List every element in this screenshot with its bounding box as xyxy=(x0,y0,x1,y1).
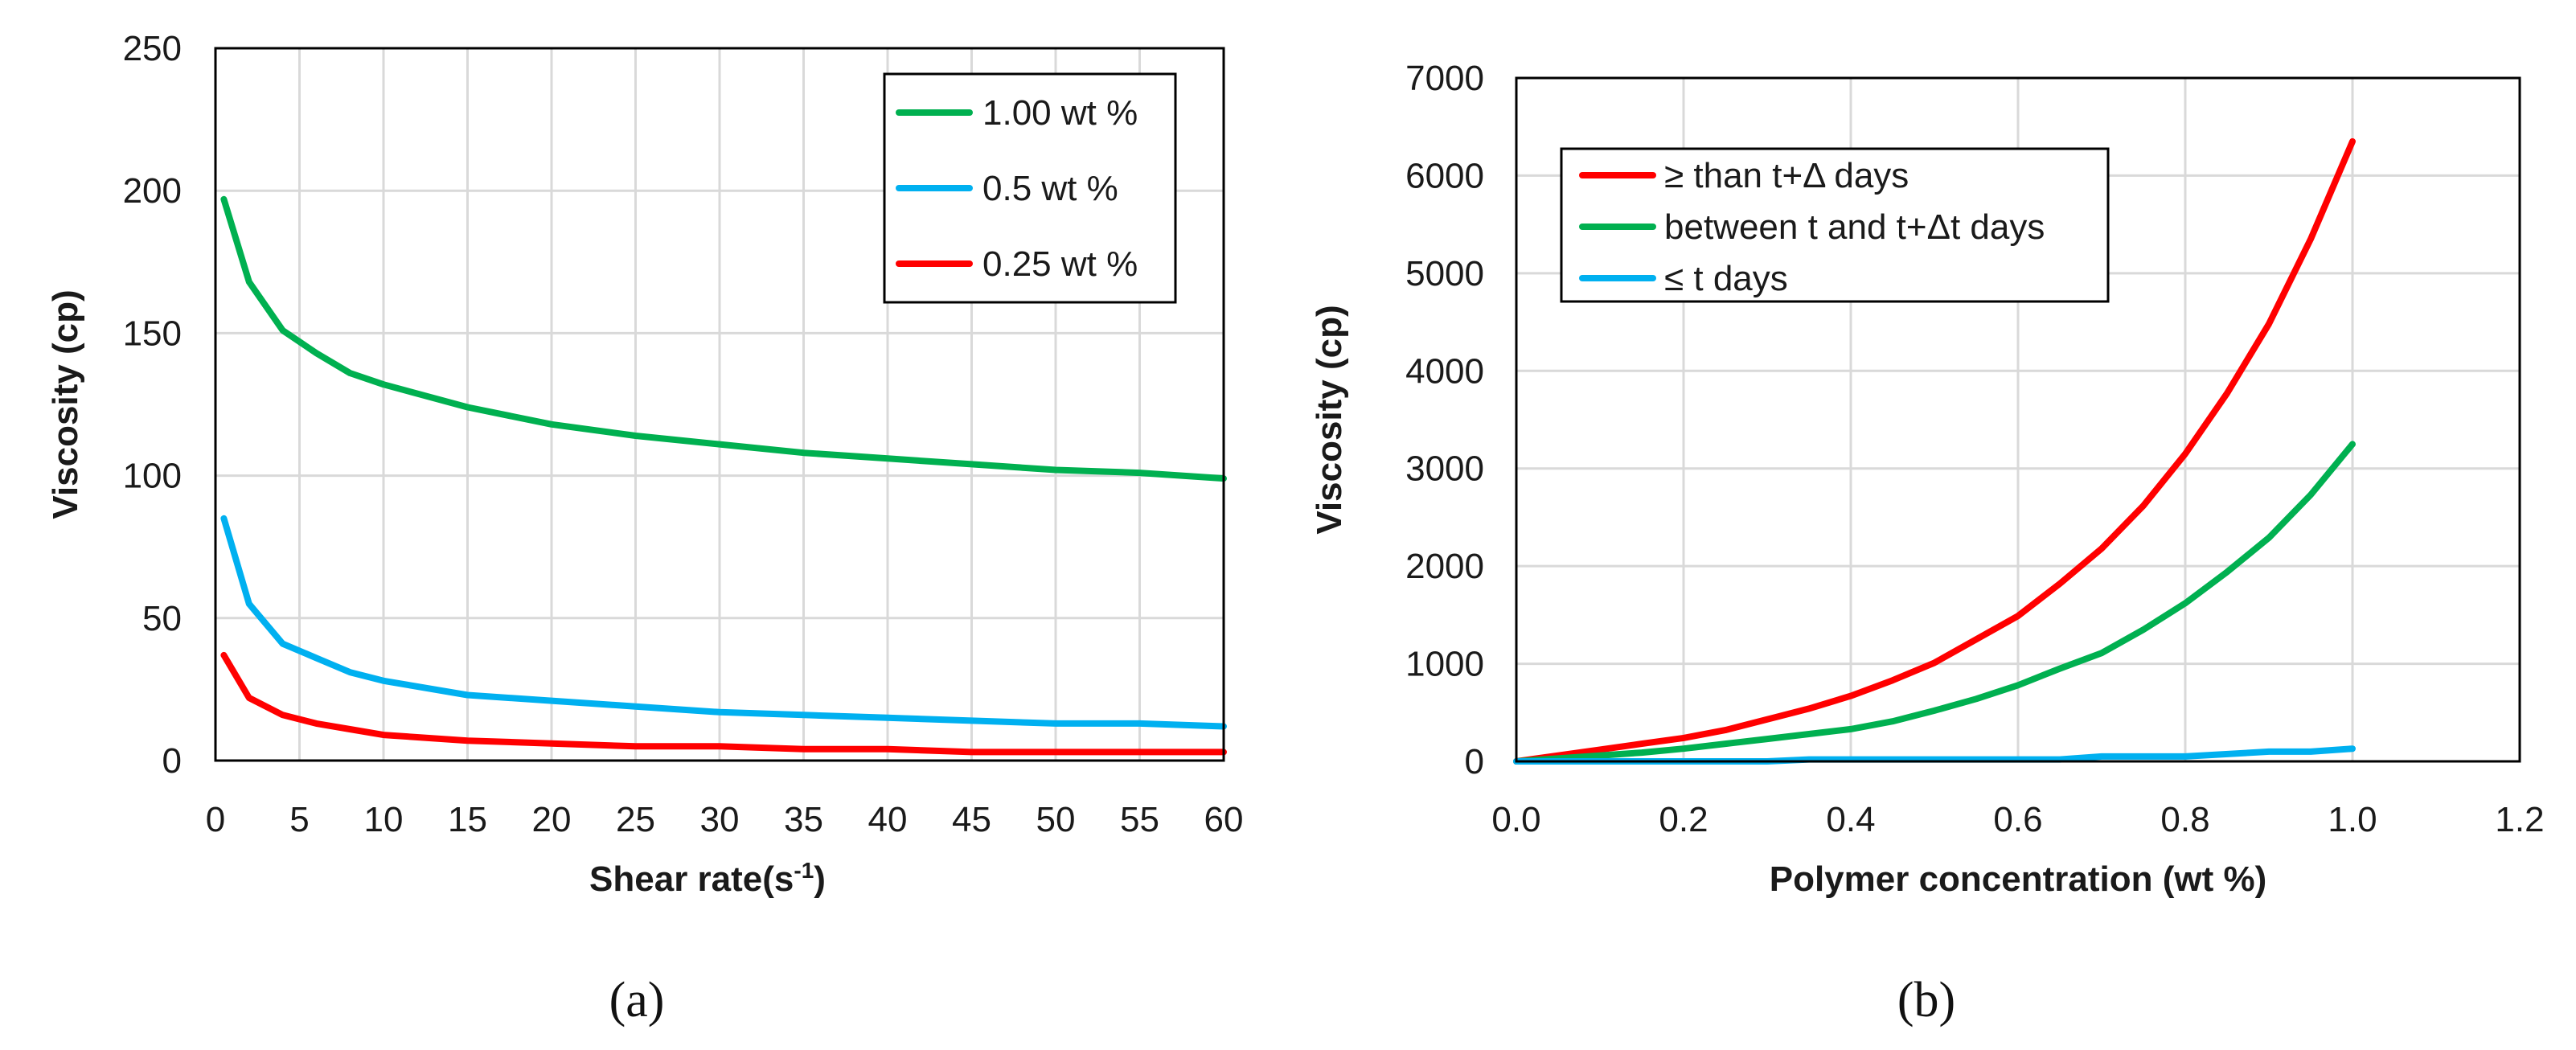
chart-b-y-tick-label: 5000 xyxy=(1405,254,1484,293)
chart-b-plot-frame xyxy=(1515,76,2521,763)
chart-a-series-line-1-00-wt xyxy=(220,195,1227,482)
chart-b-y-tick-label: 7000 xyxy=(1405,59,1484,98)
chart-b-series-line-than-t-days xyxy=(1513,137,2356,765)
chart-b-x-tick-label: 0.2 xyxy=(1659,800,1708,839)
chart-a-x-tick-label: 60 xyxy=(1204,800,1244,839)
chart-a-legend-label-0-5-wt: 0.5 wt % xyxy=(982,169,1118,208)
chart-b-y-tick-label: 6000 xyxy=(1405,156,1484,195)
chart-b-x-tick-label: 0.6 xyxy=(1993,800,2042,839)
chart-a-x-tick-label: 5 xyxy=(289,800,309,839)
chart-a-legend-label-1-00-wt: 1.00 wt % xyxy=(982,93,1138,133)
chart-b-x-tick-label: 1.0 xyxy=(2328,800,2377,839)
chart-a-y-tick-label: 150 xyxy=(123,314,182,353)
chart-a: 0 50 100 150 200 250 0 5 10 15 20 25 30 35 40 45 50 55 60… xyxy=(46,29,1243,1027)
chart-b-legend-label-than-t-days: ≥ than t+Δ days xyxy=(1664,156,1909,195)
chart-a-y-tick-label: 250 xyxy=(123,29,182,68)
chart-b-y-axis-title: Viscosity (cp) xyxy=(1310,305,1349,534)
chart-a-x-tick-labels: 0 5 10 15 20 25 30 35 40 45 50 55 60 xyxy=(206,800,1244,839)
chart-a-x-tick-label: 55 xyxy=(1120,800,1159,839)
chart-b-x-tick-label: 0.0 xyxy=(1491,800,1540,839)
chart-a-x-axis-title: Shear rate(s-1) xyxy=(589,858,826,899)
chart-a-legend: 1.00 wt % 0.5 wt % 0.25 wt % xyxy=(883,72,1177,304)
chart-a-x-axis-title-main: Shear rate(s xyxy=(589,859,794,899)
chart-b-x-tick-labels: 0.0 0.2 0.4 0.6 0.8 1.0 1.2 xyxy=(1491,800,2544,839)
chart-a-series-line-0-5-wt xyxy=(220,515,1227,730)
chart-b-x-tick-label: 0.4 xyxy=(1826,800,1875,839)
chart-b-legend: ≥ than t+Δ days between t and t+Δt days ≤ … xyxy=(1560,147,2110,303)
panel-label-a: (a) xyxy=(609,973,665,1027)
chart-a-x-tick-label: 45 xyxy=(952,800,991,839)
chart-a-y-tick-label: 100 xyxy=(123,457,182,496)
chart-b-y-tick-label: 4000 xyxy=(1405,351,1484,391)
chart-b-y-tick-label: 2000 xyxy=(1405,547,1484,586)
chart-b-y-tick-labels: 0 1000 2000 3000 4000 5000 6000 7000 xyxy=(1405,59,1484,781)
chart-a-x-tick-label: 10 xyxy=(364,800,404,839)
chart-a-x-tick-label: 50 xyxy=(1036,800,1076,839)
chart-a-y-tick-label: 200 xyxy=(123,171,182,211)
chart-a-x-axis-title-suffix: ) xyxy=(814,859,826,899)
chart-a-x-tick-label: 20 xyxy=(532,800,572,839)
chart-a-series-layer xyxy=(220,195,1227,756)
chart-a-series-line-0-25-wt xyxy=(220,651,1227,756)
chart-b-y-tick-label: 1000 xyxy=(1405,645,1484,684)
chart-a-y-tick-labels: 0 50 100 150 200 250 xyxy=(123,29,182,781)
chart-a-x-tick-label: 40 xyxy=(868,800,908,839)
chart-a-y-axis-title: Viscosity (cp) xyxy=(46,289,85,519)
chart-a-x-tick-label: 25 xyxy=(616,800,655,839)
chart-a-y-tick-label: 50 xyxy=(142,599,182,638)
chart-a-x-axis-title-superscript: -1 xyxy=(794,858,814,883)
chart-b-legend-label-between-t-and-t-t-days: between t and t+Δt days xyxy=(1664,207,2045,247)
chart-a-x-tick-label: 30 xyxy=(700,800,740,839)
chart-b-y-tick-label: 3000 xyxy=(1405,449,1484,489)
chart-b-y-tick-label: 0 xyxy=(1465,742,1484,781)
chart-a-x-tick-label: 35 xyxy=(784,800,823,839)
chart-a-x-tick-label: 0 xyxy=(206,800,225,839)
chart-b-series-line-between-t-and-t-t-days xyxy=(1513,441,2356,765)
chart-a-x-tick-label: 15 xyxy=(448,800,487,839)
chart-b-legend-label-t-days: ≤ t days xyxy=(1664,259,1788,298)
panel-label-b: (b) xyxy=(1897,973,1955,1027)
chart-b-x-tick-label: 1.2 xyxy=(2495,800,2544,839)
chart-a-y-tick-label: 0 xyxy=(162,741,182,781)
chart-b-x-axis-title: Polymer concentration (wt %) xyxy=(1770,859,2267,899)
chart-a-plot-frame xyxy=(214,47,1225,762)
chart-a-legend-label-0-25-wt: 0.25 wt % xyxy=(982,244,1138,284)
chart-b-x-tick-label: 0.8 xyxy=(2160,800,2209,839)
